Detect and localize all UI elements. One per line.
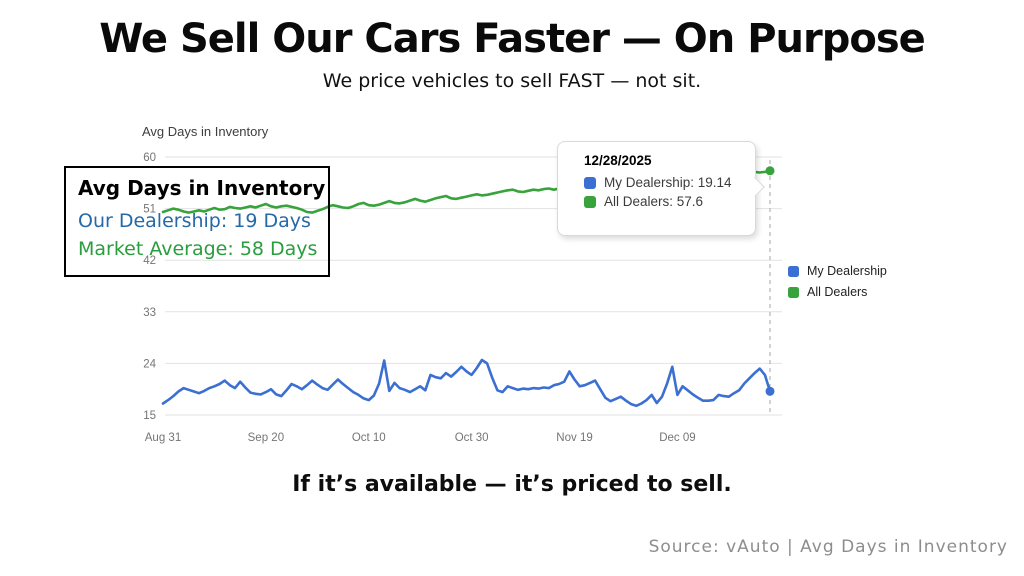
tooltip-value-my-dealership: My Dealership: 19.14	[604, 175, 732, 190]
chart-legend: My Dealership All Dealers	[788, 264, 887, 299]
tooltip-value-all-dealers: All Dealers: 57.6	[604, 194, 704, 209]
tooltip-date: 12/28/2025	[584, 153, 652, 168]
series-line-my-dealership	[161, 358, 772, 408]
callout-title: Avg Days in Inventory	[78, 176, 326, 200]
inventory-line-chart[interactable]: 60 51 42 33 24 15 Aug 31 Sep 20 Oct 10 Oct 30 Nov …	[0, 0, 1024, 460]
x-tick-label: Sep 20	[248, 432, 284, 444]
page-title: We Sell Our Cars Faster — On Purpose	[99, 16, 926, 62]
blue-series-swatch-icon	[584, 176, 596, 189]
chart-tooltip: 12/28/2025 My Dealership: 19.14 All Deal…	[557, 141, 765, 236]
callout-our-dealership: Our Dealership: 19 Days	[78, 210, 311, 232]
legend-blue-swatch-icon	[788, 265, 799, 277]
legend-item-all-dealers: All Dealers	[788, 285, 887, 299]
y-tick-label: 24	[143, 358, 156, 370]
page-subtitle: We price vehicles to sell FAST — not sit…	[322, 70, 702, 92]
x-tick-label: Dec 09	[659, 432, 695, 444]
x-tick-label: Oct 10	[352, 432, 386, 444]
callout-box: Avg Days in Inventory Our Dealership: 19…	[64, 166, 330, 277]
series-endpoint-my-dealership	[765, 386, 775, 396]
legend-label-all-dealers: All Dealers	[807, 285, 868, 299]
green-series-swatch-icon	[584, 195, 596, 208]
y-tick-label: 51	[143, 204, 156, 216]
y-tick-label: 42	[143, 255, 156, 267]
x-tick-label: Aug 31	[145, 432, 181, 444]
legend-item-my-dealership: My Dealership	[788, 264, 887, 278]
y-tick-label: 60	[143, 152, 156, 164]
legend-label-my-dealership: My Dealership	[807, 264, 887, 278]
chart-title: Avg Days in Inventory	[142, 124, 269, 139]
callout-market-average: Market Average: 58 Days	[78, 238, 318, 260]
x-tick-label: Nov 19	[556, 432, 592, 444]
tooltip-row-my-dealership: My Dealership: 19.14	[584, 175, 755, 190]
source-attribution: Source: vAuto | Avg Days in Inventory	[648, 537, 1008, 557]
tooltip-row-all-dealers: All Dealers: 57.6	[584, 194, 755, 209]
footer-tagline: If it’s available — it’s priced to sell.	[292, 472, 732, 497]
x-tick-label: Oct 30	[455, 432, 489, 444]
y-tick-label: 15	[143, 410, 156, 422]
series-endpoint-all-dealers	[765, 166, 775, 176]
y-tick-label: 33	[143, 307, 156, 319]
legend-green-swatch-icon	[788, 286, 799, 298]
